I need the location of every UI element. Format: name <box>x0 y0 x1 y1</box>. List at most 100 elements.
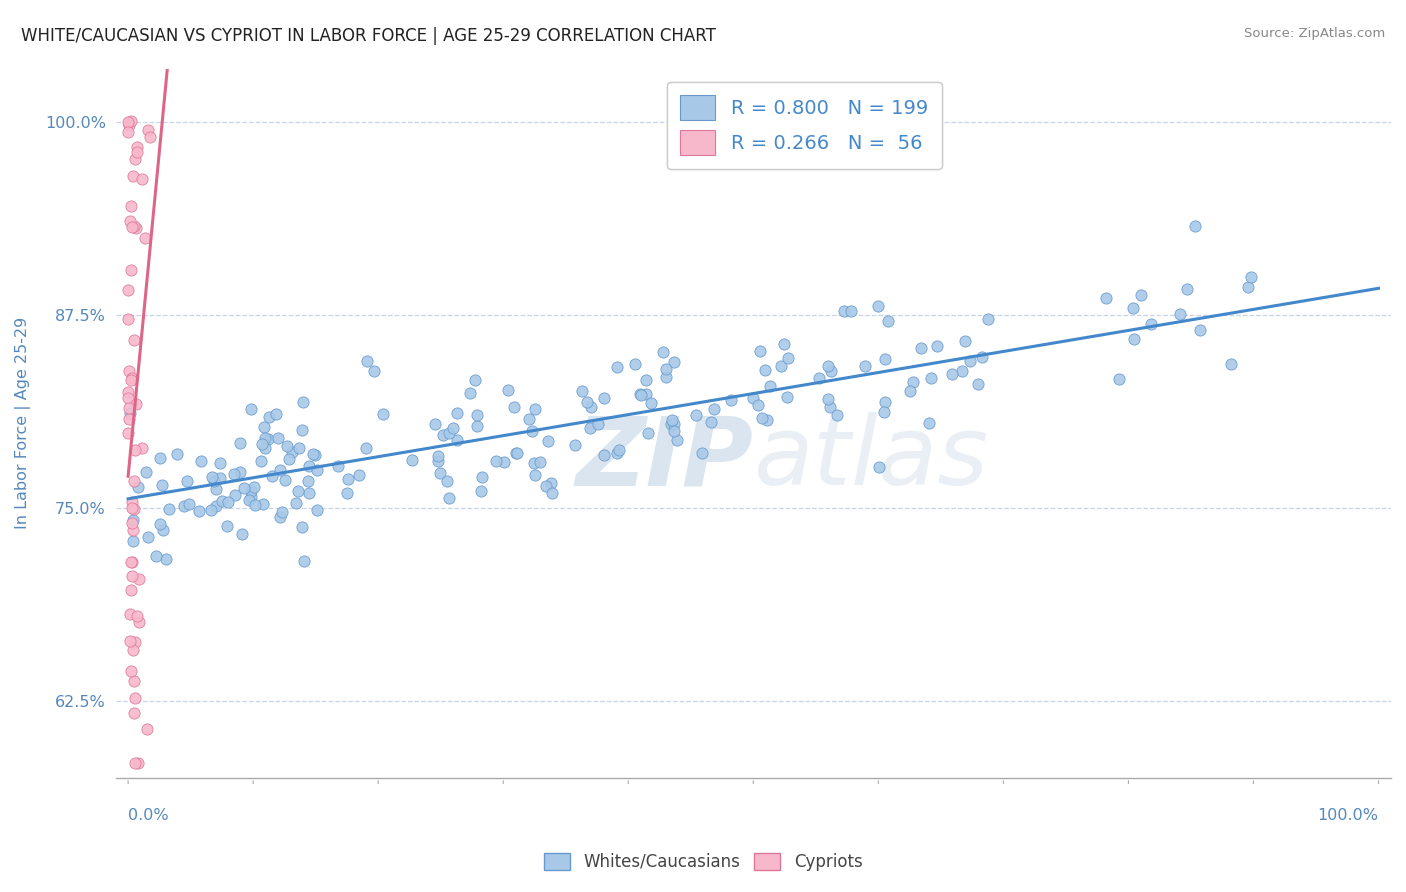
Point <box>401 453 423 467</box>
Point <box>127 140 149 154</box>
Point <box>607 442 630 457</box>
Point <box>371 407 394 421</box>
Point <box>427 454 450 468</box>
Point <box>1168 307 1191 321</box>
Point <box>124 756 146 770</box>
Point <box>250 437 273 451</box>
Point <box>150 478 173 492</box>
Point <box>873 352 896 367</box>
Point <box>128 615 150 629</box>
Point <box>817 359 839 374</box>
Point <box>754 363 776 377</box>
Point <box>742 391 765 405</box>
Point <box>125 397 148 411</box>
Point <box>117 391 139 405</box>
Point <box>1139 318 1161 332</box>
Point <box>427 449 450 463</box>
Point <box>868 460 890 475</box>
Y-axis label: In Labor Force | Age 25-29: In Labor Force | Age 25-29 <box>15 317 31 529</box>
Point <box>541 486 564 500</box>
Point <box>873 394 896 409</box>
Point <box>953 334 976 348</box>
Point <box>773 337 796 351</box>
Point <box>201 470 224 484</box>
Point <box>117 283 139 297</box>
Point <box>291 520 314 534</box>
Point <box>661 413 683 427</box>
Point <box>571 384 593 398</box>
Point <box>239 483 262 498</box>
Point <box>121 568 143 582</box>
Point <box>117 384 139 399</box>
Point <box>505 446 527 460</box>
Point <box>120 213 142 227</box>
Point <box>1129 288 1152 302</box>
Point <box>664 417 686 432</box>
Point <box>298 459 321 474</box>
Point <box>876 314 898 328</box>
Text: WHITE/CAUCASIAN VS CYPRIOT IN LABOR FORCE | AGE 25-29 CORRELATION CHART: WHITE/CAUCASIAN VS CYPRIOT IN LABOR FORC… <box>21 27 716 45</box>
Point <box>662 355 685 369</box>
Legend: Whites/Caucasians, Cypriots: Whites/Caucasians, Cypriots <box>536 845 870 880</box>
Point <box>628 387 651 401</box>
Point <box>305 463 328 477</box>
Text: atlas: atlas <box>754 412 988 505</box>
Point <box>121 501 143 516</box>
Point <box>176 474 198 488</box>
Point <box>576 395 599 409</box>
Point <box>270 505 292 519</box>
Point <box>242 480 264 494</box>
Point <box>685 408 707 422</box>
Point <box>900 384 922 398</box>
Point <box>276 439 298 453</box>
Point <box>125 221 148 235</box>
Point <box>122 643 145 657</box>
Point <box>1184 219 1206 234</box>
Point <box>690 446 713 460</box>
Point <box>977 311 1000 326</box>
Point <box>124 635 146 649</box>
Point <box>120 582 142 597</box>
Point <box>257 432 280 446</box>
Point <box>120 633 142 648</box>
Point <box>659 417 682 432</box>
Point <box>759 378 782 392</box>
Point <box>654 369 676 384</box>
Point <box>776 390 799 404</box>
Point <box>436 474 458 488</box>
Point <box>540 476 562 491</box>
Point <box>187 504 209 518</box>
Point <box>122 706 145 721</box>
Point <box>122 534 145 549</box>
Point <box>624 357 647 371</box>
Point <box>446 433 468 447</box>
Point <box>441 421 464 435</box>
Point <box>166 447 188 461</box>
Point <box>173 499 195 513</box>
Point <box>233 481 256 495</box>
Point <box>305 503 328 517</box>
Point <box>778 351 800 366</box>
Text: ZIP: ZIP <box>575 412 754 505</box>
Point <box>269 463 291 477</box>
Point <box>967 376 990 391</box>
Point <box>124 152 146 166</box>
Point <box>832 303 855 318</box>
Point <box>470 470 492 484</box>
Point <box>122 502 145 516</box>
Point <box>769 359 792 373</box>
Point <box>297 475 319 489</box>
Point <box>347 468 370 483</box>
Point <box>749 344 772 359</box>
Point <box>121 555 143 569</box>
Point <box>920 371 942 385</box>
Point <box>437 426 460 441</box>
Point <box>285 496 308 510</box>
Point <box>970 350 993 364</box>
Point <box>117 115 139 129</box>
Point <box>336 485 359 500</box>
Point <box>155 552 177 566</box>
Point <box>243 499 266 513</box>
Point <box>1108 372 1130 386</box>
Point <box>841 304 863 318</box>
